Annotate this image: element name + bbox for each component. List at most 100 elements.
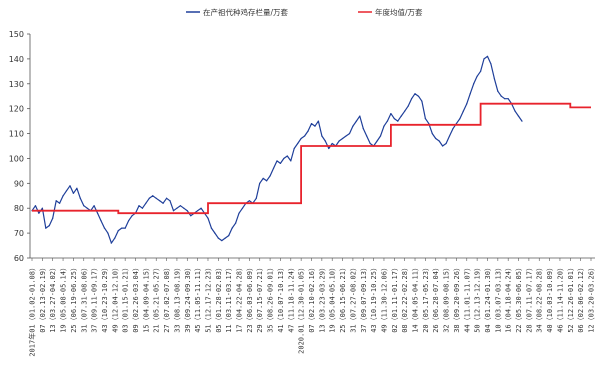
y-tick-label: 120 — [9, 105, 24, 114]
data-point-inventory — [179, 205, 181, 207]
data-point-inventory — [210, 227, 213, 229]
x-tick-label: 2017年01（01.02-01.08） — [28, 264, 37, 357]
x-tick-label: 25（06.15-06.21） — [339, 264, 347, 333]
x-tick-label: 32（08.09-08.15） — [443, 264, 451, 333]
data-point-inventory — [310, 123, 313, 125]
x-tick-label: 31（07.31-08.06） — [80, 264, 88, 333]
data-point-inventory — [148, 197, 150, 199]
data-point-inventory — [183, 207, 185, 209]
data-point-inventory — [462, 110, 464, 112]
data-point-inventory — [45, 227, 47, 229]
x-tick-label: 09（02.26-03.04） — [132, 264, 140, 333]
x-tick-label: 16（04.18-04.24） — [505, 264, 513, 333]
data-point-inventory — [407, 105, 409, 107]
data-point-inventory — [300, 137, 302, 140]
data-point-inventory — [234, 222, 237, 224]
x-tick-label: 07（02.10-02.16） — [308, 264, 316, 333]
data-point-inventory — [117, 230, 119, 232]
data-point-inventory — [221, 239, 223, 242]
data-point-inventory — [483, 58, 485, 60]
data-point-inventory — [442, 145, 444, 147]
data-point-inventory — [121, 227, 123, 229]
data-point-inventory — [338, 140, 340, 142]
data-point-inventory — [431, 132, 433, 135]
x-tick-label: 13（03.23-03.29） — [318, 264, 326, 333]
data-point-inventory — [390, 113, 392, 115]
y-tick-label: 140 — [9, 55, 24, 64]
x-tick-label: 19（05.04-05.10） — [329, 264, 337, 333]
data-point-inventory — [469, 93, 471, 95]
x-tick-label: 45（11.05-11.11） — [194, 264, 202, 333]
y-tick-label: 150 — [9, 30, 24, 39]
data-point-inventory — [493, 78, 495, 80]
y-tick-label: 60 — [14, 254, 24, 263]
data-point-inventory — [383, 125, 385, 127]
data-point-inventory — [283, 157, 285, 160]
x-tick-label: 27（07.02-07.08） — [163, 264, 171, 333]
data-point-inventory — [324, 140, 326, 142]
x-tick-label: 03（01.15-01.21） — [122, 264, 130, 333]
data-point-inventory — [290, 160, 292, 162]
data-point-inventory — [362, 127, 364, 130]
data-point-inventory — [303, 135, 306, 137]
data-point-inventory — [262, 177, 264, 179]
x-tick-label: 35（08.26-09.01） — [267, 264, 275, 333]
x-tick-label: 51（12.17-12.23） — [204, 264, 212, 333]
data-point-inventory — [72, 192, 75, 194]
data-point-inventory — [517, 115, 520, 117]
data-point-inventory — [224, 237, 226, 239]
data-point-inventory — [428, 123, 430, 125]
data-point-inventory — [317, 120, 320, 122]
x-tick-label: 31（07.27-08.02） — [349, 264, 357, 333]
data-point-inventory — [38, 212, 40, 214]
data-point-inventory — [207, 217, 209, 219]
data-point-inventory — [355, 120, 357, 122]
y-tick-labels: 60 70 80 90 100 110 120 130 140 150 — [9, 30, 24, 263]
x-tick-label: 15（04.09-04.15） — [142, 264, 150, 333]
data-point-inventory — [421, 100, 423, 102]
data-point-inventory — [293, 147, 295, 150]
data-point-inventory — [55, 200, 57, 202]
x-tick-label: 12（03.20-03.26） — [588, 264, 595, 333]
data-point-inventory — [276, 160, 278, 162]
data-point-inventory — [259, 182, 261, 184]
x-tick-label: 25（06.19-06.25） — [70, 264, 78, 333]
y-tick-label: 90 — [14, 179, 24, 188]
data-point-inventory — [231, 227, 233, 229]
y-tick-label: 70 — [14, 229, 24, 238]
data-point-inventory — [504, 98, 506, 100]
data-point-inventory — [62, 195, 64, 197]
data-point-inventory — [345, 135, 347, 137]
data-point-inventory — [297, 142, 299, 145]
legend-label-annual-mean: 年度均值/万套 — [375, 7, 423, 17]
x-tick-label: 23（06.03-06.09） — [246, 264, 254, 333]
x-tick-label: 44（11.01-11.07） — [463, 264, 471, 333]
data-point-inventory — [255, 197, 257, 199]
x-tick-label: 07（02.13-02.19） — [39, 264, 47, 333]
data-point-inventory — [455, 123, 458, 125]
data-point-inventory — [228, 235, 230, 237]
data-point-inventory — [155, 197, 157, 199]
axes — [27, 33, 595, 261]
data-point-inventory — [438, 140, 440, 142]
data-point-inventory — [48, 225, 50, 227]
data-point-inventory — [397, 120, 399, 122]
y-tick-label: 130 — [9, 80, 24, 89]
data-point-inventory — [41, 207, 43, 209]
data-point-inventory — [410, 98, 413, 100]
x-tick-label: 02（01.11-01.17） — [391, 264, 399, 333]
data-point-inventory — [197, 210, 199, 212]
data-point-inventory — [110, 242, 112, 244]
data-point-inventory — [124, 227, 126, 229]
data-point-inventory — [331, 142, 333, 145]
data-point-inventory — [369, 142, 371, 145]
data-point-inventory — [190, 215, 192, 217]
legend-label-inventory: 在产祖代种鸡存栏量/万套 — [203, 7, 289, 17]
x-tick-label: 20（05.17-05.23） — [422, 264, 430, 333]
x-tick-label: 26（06.28-07.04） — [432, 264, 440, 333]
data-point-inventory — [314, 125, 316, 127]
x-tick-label: 37（09.11-09.17） — [91, 264, 99, 333]
x-tick-label: 29（07.15-07.21） — [256, 264, 264, 333]
